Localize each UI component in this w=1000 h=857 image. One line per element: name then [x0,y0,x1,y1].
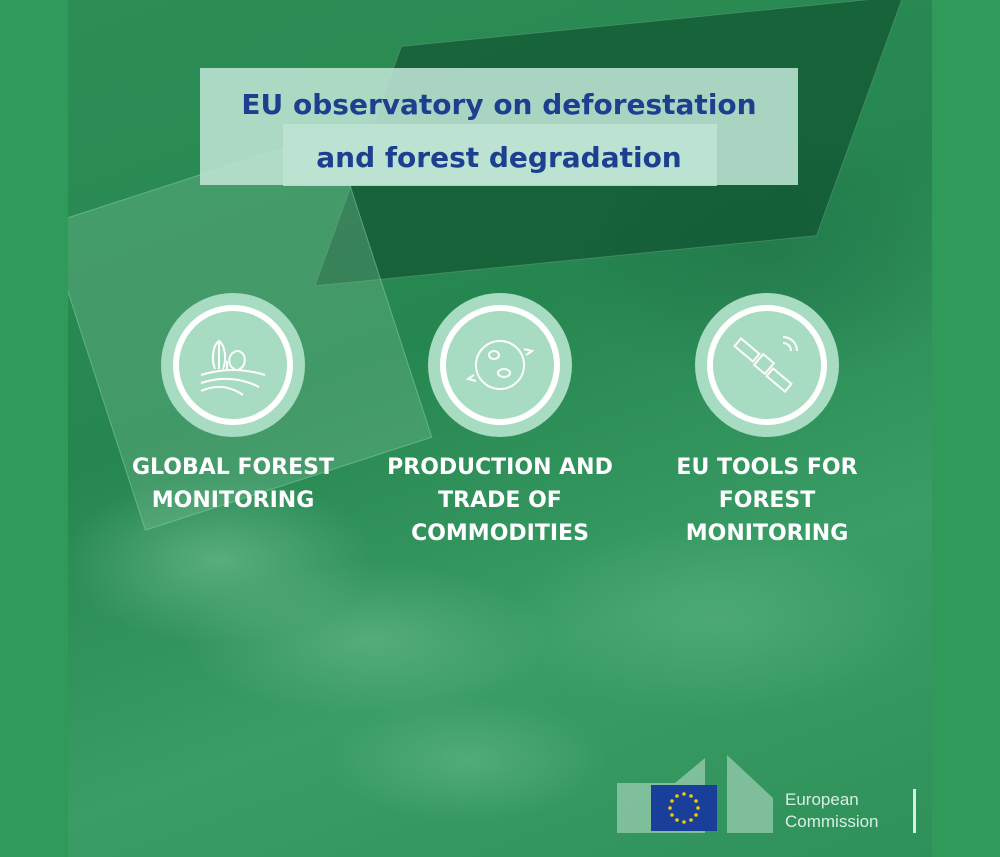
title-background [283,124,717,186]
label-line: FOREST [718,488,816,513]
logo-divider [913,789,916,833]
pillar-label-eu-tools: EU TOOLS FOR FOREST MONITORING [637,451,897,550]
page-title: EU observatory on deforestation and fore… [200,78,798,184]
european-commission-logo: European Commission [615,753,925,838]
label-line: MONITORING [685,521,849,546]
title-line: and forest degradation [316,141,682,174]
satellite-icon [695,293,839,437]
forest-landscape-icon [161,293,305,437]
label-line: COMMODITIES [411,521,589,546]
pillar-label-production-trade: PRODUCTION AND TRADE OF COMMODITIES [370,451,630,550]
pillar-label-global-forest-monitoring: GLOBAL FOREST MONITORING [103,451,363,517]
label-line: MONITORING [151,488,315,513]
globe-trade-icon [428,293,572,437]
label-line: EU TOOLS FOR [676,455,858,480]
label-line: TRADE OF [438,488,562,513]
eu-flag-icon [651,785,717,831]
logo-text: European [785,790,859,809]
label-line: PRODUCTION AND [387,455,613,480]
label-line: GLOBAL FOREST [131,455,335,480]
title-line: EU observatory on deforestation [241,88,757,121]
logo-text: Commission [785,812,879,831]
